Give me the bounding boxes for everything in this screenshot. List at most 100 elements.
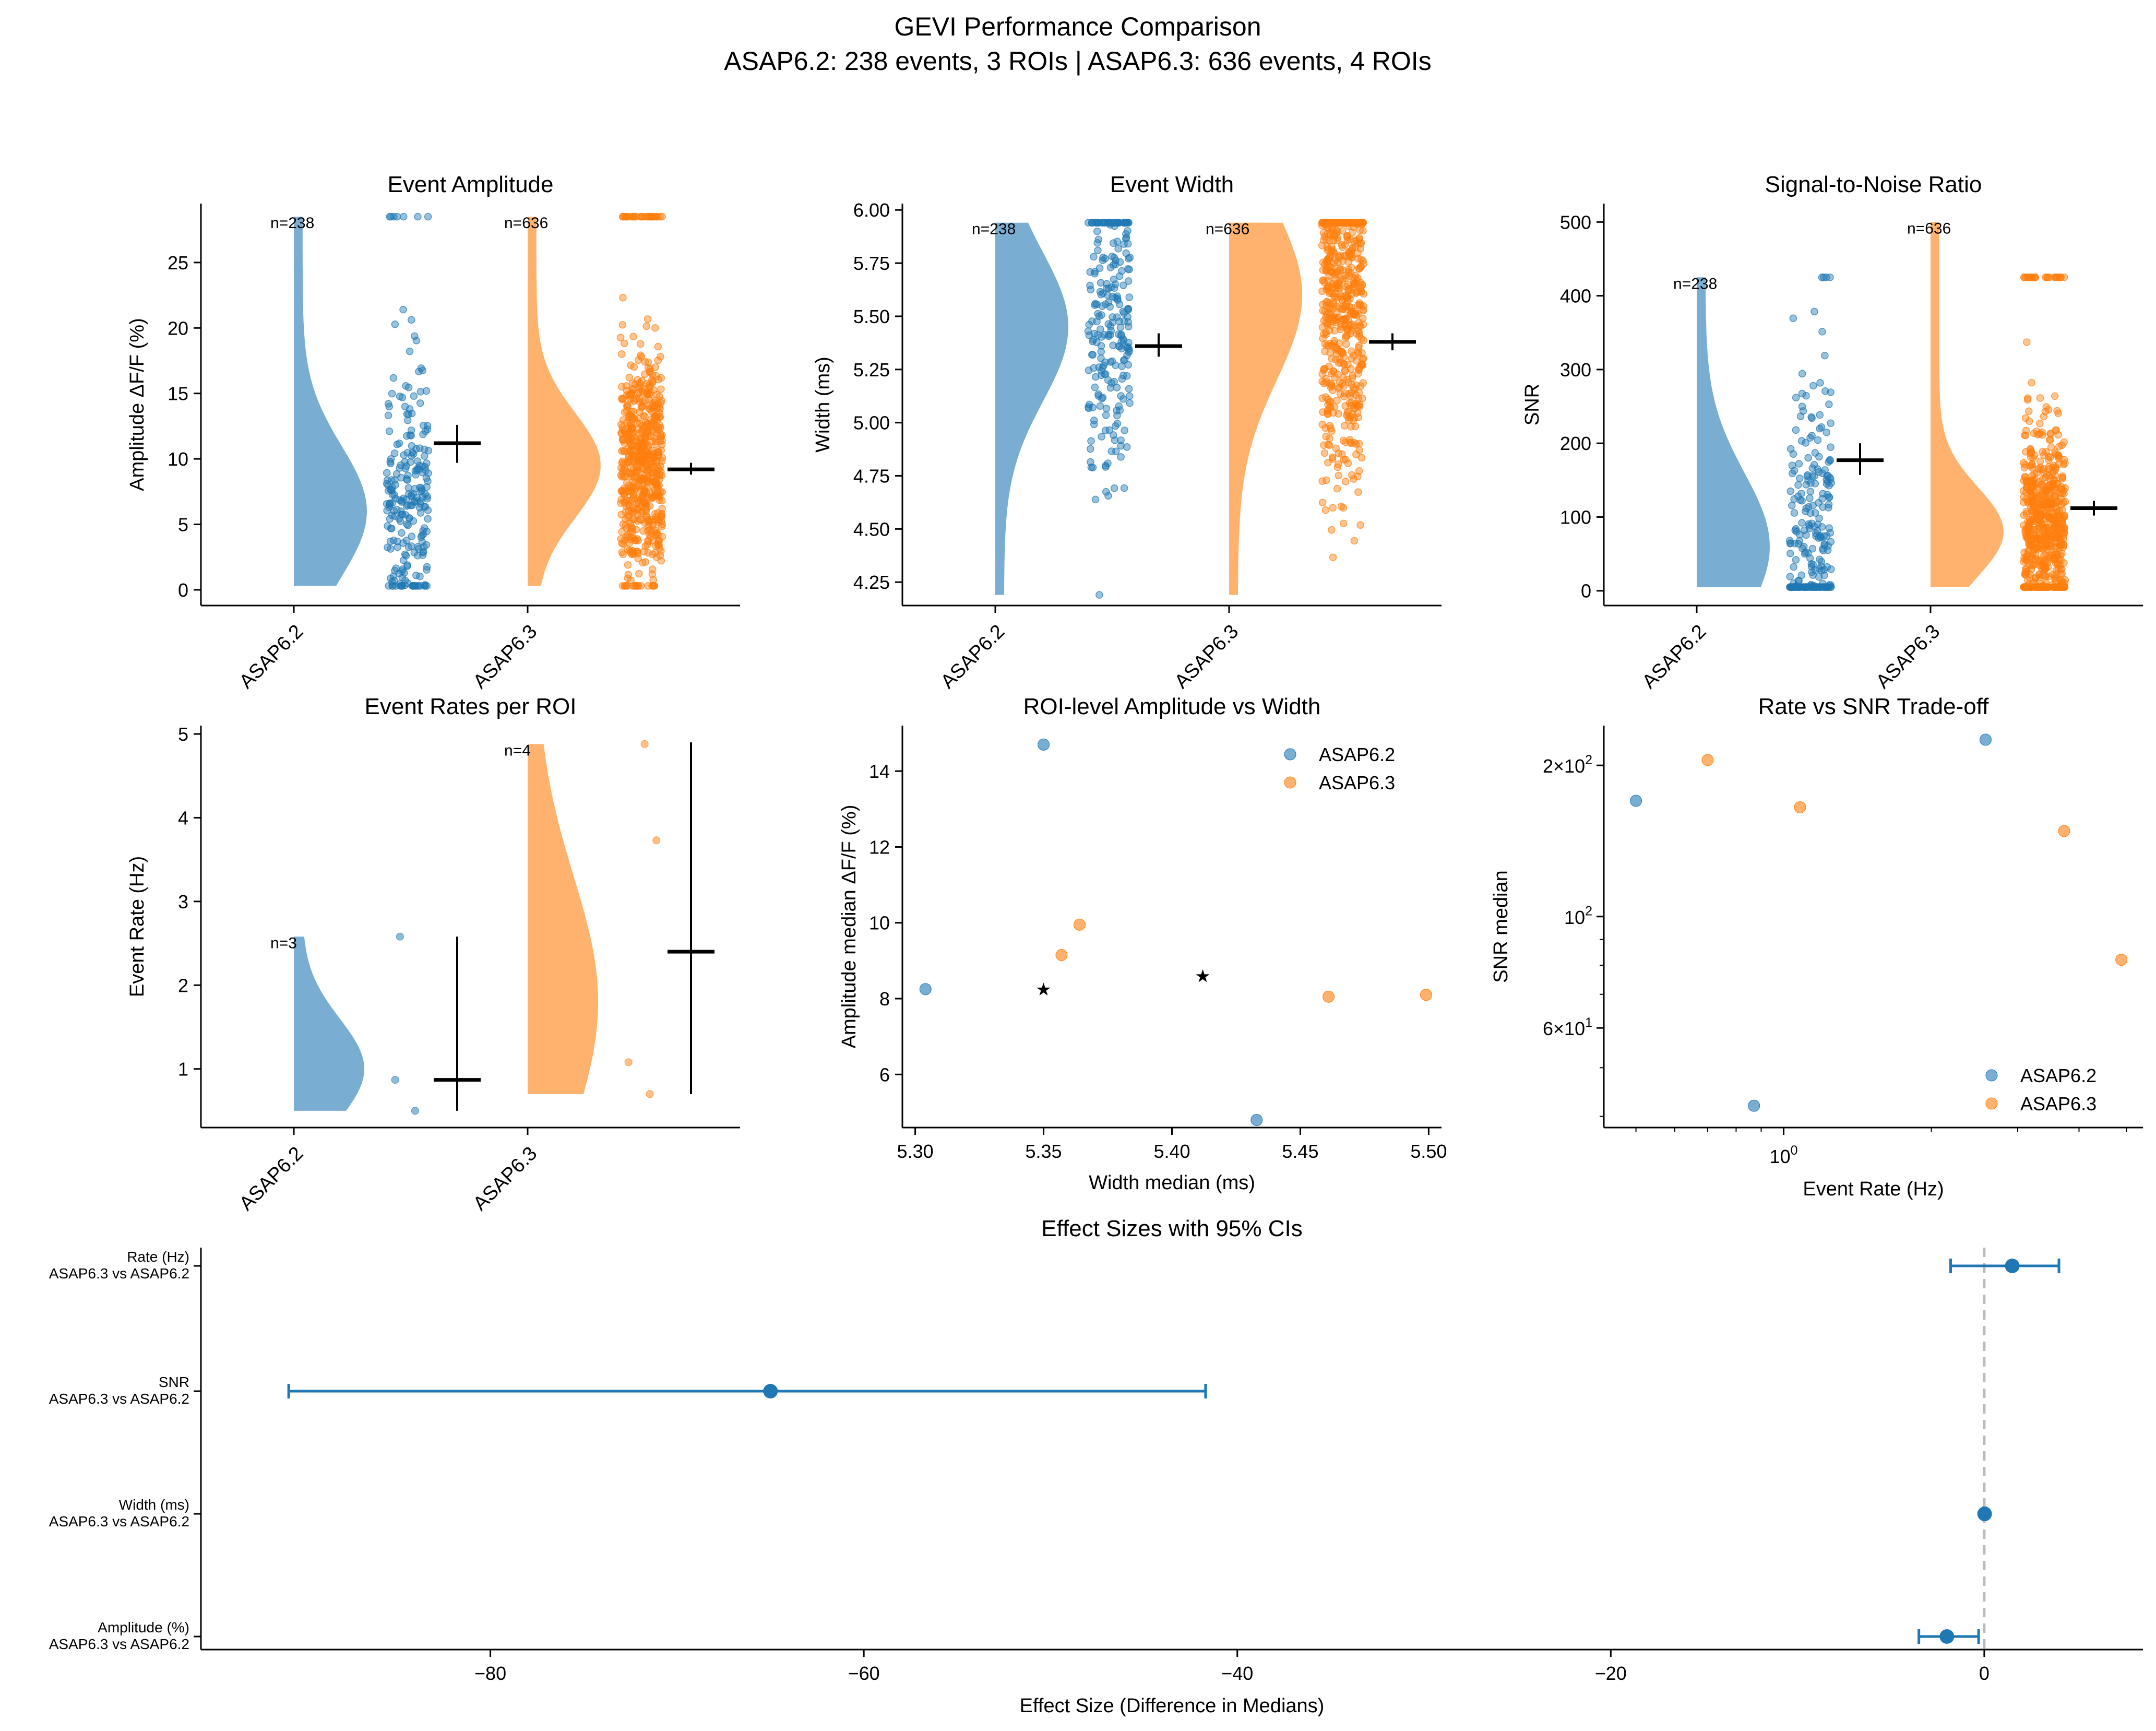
data-point bbox=[617, 420, 625, 429]
data-point bbox=[410, 450, 418, 458]
data-point bbox=[1358, 349, 1366, 357]
data-point bbox=[1340, 519, 1348, 528]
data-point bbox=[416, 388, 425, 396]
row-label-sub: ASAP6.3 vs ASAP6.2 bbox=[49, 1513, 189, 1530]
points-ASAP6.2 bbox=[1785, 274, 1835, 591]
data-point bbox=[414, 544, 423, 553]
data-point bbox=[657, 385, 665, 393]
data-point-ASAP6.2 bbox=[1038, 738, 1050, 751]
x-tick-label: ASAP6.2 bbox=[937, 621, 1009, 693]
points-ASAP6.3 bbox=[624, 740, 661, 1098]
data-point bbox=[618, 321, 627, 329]
data-point bbox=[423, 582, 431, 590]
x-tick-label: 5.45 bbox=[1282, 1141, 1318, 1162]
data-point-ASAP6.2 bbox=[1979, 733, 1992, 746]
n-label: n=238 bbox=[270, 215, 314, 232]
y-tick-label: 5.25 bbox=[853, 359, 890, 381]
data-point bbox=[1103, 280, 1111, 288]
data-point bbox=[399, 305, 407, 314]
data-point bbox=[1326, 434, 1333, 442]
data-point bbox=[1789, 314, 1797, 323]
data-point bbox=[2049, 464, 2057, 471]
data-point bbox=[644, 364, 652, 372]
data-point bbox=[1325, 362, 1333, 371]
data-point bbox=[1328, 526, 1336, 534]
data-point bbox=[400, 451, 408, 459]
data-point bbox=[2027, 519, 2034, 527]
data-point bbox=[2055, 507, 2063, 515]
data-point bbox=[652, 212, 661, 221]
data-point bbox=[1332, 318, 1340, 326]
data-point bbox=[1348, 347, 1355, 355]
data-point bbox=[1318, 394, 1326, 402]
y-tick-label: 5.75 bbox=[853, 253, 890, 274]
x-tick-label: −60 bbox=[848, 1663, 880, 1684]
data-point bbox=[1341, 478, 1350, 485]
data-point bbox=[634, 475, 641, 483]
data-point bbox=[1812, 529, 1820, 538]
data-point bbox=[1091, 300, 1099, 307]
data-point bbox=[395, 439, 403, 447]
data-point bbox=[2036, 420, 2044, 428]
data-point bbox=[2041, 542, 2050, 550]
effect-estimate bbox=[2005, 1259, 2020, 1273]
data-point bbox=[390, 212, 398, 221]
data-point bbox=[619, 293, 627, 302]
data-point bbox=[1356, 400, 1364, 408]
data-point bbox=[1332, 302, 1341, 310]
x-tick-label: −20 bbox=[1595, 1663, 1627, 1684]
data-point bbox=[1799, 407, 1807, 415]
data-point bbox=[1788, 502, 1796, 509]
y-tick-label: 0 bbox=[1581, 580, 1591, 602]
data-point bbox=[396, 496, 404, 504]
data-point bbox=[1354, 488, 1362, 496]
data-point bbox=[395, 515, 403, 523]
data-point bbox=[1089, 351, 1097, 359]
y-axis-label: Amplitude median ΔF/F (%) bbox=[838, 805, 860, 1049]
data-point bbox=[411, 1107, 419, 1115]
data-point bbox=[1095, 591, 1103, 599]
data-point bbox=[415, 367, 423, 376]
x-tick-label: 5.40 bbox=[1153, 1141, 1190, 1162]
y-tick-label: 102 bbox=[1564, 904, 1592, 928]
data-point bbox=[2024, 527, 2032, 535]
data-point bbox=[1355, 342, 1363, 350]
data-point-ASAP6.3 bbox=[1323, 990, 1335, 1003]
y-tick-label: 500 bbox=[1560, 211, 1591, 233]
data-point-ASAP6.2 bbox=[1748, 1099, 1760, 1112]
data-point bbox=[658, 212, 666, 221]
data-point bbox=[410, 392, 418, 400]
data-point bbox=[654, 541, 662, 550]
data-point bbox=[1827, 538, 1835, 546]
data-point bbox=[1085, 366, 1093, 374]
data-point bbox=[1119, 371, 1127, 380]
y-tick-label: 4.25 bbox=[853, 572, 890, 593]
data-point bbox=[633, 212, 641, 221]
x-tick-label: 5.50 bbox=[1410, 1141, 1447, 1162]
y-tick-label: 5 bbox=[178, 514, 188, 535]
data-point bbox=[1102, 461, 1110, 470]
data-point bbox=[1825, 458, 1832, 466]
points-ASAP6.3 bbox=[2019, 274, 2069, 591]
data-point bbox=[1809, 382, 1817, 390]
data-point bbox=[641, 542, 649, 550]
data-point bbox=[424, 477, 432, 485]
data-point bbox=[1827, 419, 1835, 428]
data-point bbox=[394, 537, 401, 546]
y-tick-label: 4.75 bbox=[853, 465, 890, 487]
points-ASAP6.2 bbox=[383, 212, 433, 590]
data-point bbox=[389, 572, 398, 580]
data-point bbox=[654, 447, 662, 456]
data-point bbox=[1793, 528, 1801, 536]
data-point bbox=[417, 497, 425, 505]
data-point bbox=[392, 564, 400, 572]
data-point bbox=[1340, 353, 1348, 361]
data-point bbox=[1354, 370, 1362, 378]
data-point bbox=[657, 397, 665, 405]
data-point bbox=[2030, 475, 2039, 483]
data-point bbox=[1120, 309, 1128, 317]
violin-ASAP6.2 bbox=[294, 217, 367, 586]
data-point-ASAP6.3 bbox=[2115, 954, 2128, 966]
data-point bbox=[2035, 545, 2043, 553]
data-point bbox=[1804, 454, 1812, 462]
